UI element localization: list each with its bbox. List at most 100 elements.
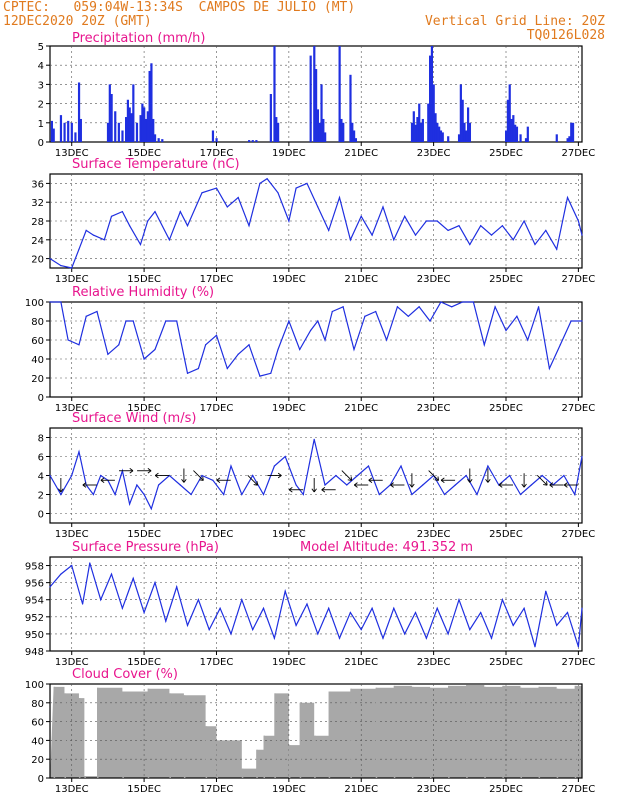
precip-bar [152, 118, 155, 142]
precip-bar [519, 134, 522, 142]
data-point [230, 633, 232, 635]
precip-bar [439, 130, 443, 142]
precip-bar [153, 134, 157, 142]
data-point [577, 646, 579, 648]
data-point [132, 577, 134, 579]
data-point [556, 624, 558, 626]
data-point [143, 611, 145, 614]
precip-bar [568, 136, 571, 142]
x-tick-label: 27DEC [562, 784, 596, 795]
data-point [346, 484, 348, 486]
data-point [393, 239, 395, 241]
cloud-bar [466, 684, 468, 778]
data-point [566, 611, 569, 614]
x-tick-label: 15DEC [127, 148, 161, 159]
data-point [215, 187, 218, 189]
data-point [447, 633, 449, 635]
x-tick-label: 15DEC [127, 784, 161, 795]
precip-bar [146, 111, 149, 142]
data-point [295, 624, 297, 626]
data-point [414, 611, 417, 614]
data-point [574, 493, 576, 496]
precip-bar [524, 138, 528, 142]
data-point [252, 629, 254, 631]
data-point [501, 225, 503, 227]
data-point [418, 306, 420, 308]
precip-bar [459, 84, 462, 142]
data-point [49, 586, 51, 588]
data-point [396, 306, 399, 308]
data-point [581, 455, 583, 458]
wind-arrow [536, 474, 548, 486]
data-point [114, 493, 116, 496]
wind-arrow-head [543, 481, 548, 486]
data-point [197, 599, 199, 601]
precip-bar [429, 55, 432, 142]
x-tick-label: 19DEC [272, 784, 306, 795]
panel-title: Precipitation (mm/h) [72, 31, 205, 46]
cloud-bar [216, 740, 218, 778]
data-point [411, 493, 413, 496]
wind-arrow-head [390, 482, 394, 488]
x-tick-label: 27DEC [562, 403, 596, 414]
data-point [429, 320, 431, 322]
x-tick-label: 13DEC [55, 529, 89, 540]
data-point [186, 225, 189, 227]
data-point [364, 315, 366, 317]
panel-title: Surface Temperature (nC) [72, 157, 240, 172]
y-tick-label: 0 [38, 774, 44, 785]
x-tick-label: 17DEC [200, 657, 234, 668]
x-tick-label: 21DEC [344, 529, 378, 540]
y-tick-label: 0 [38, 138, 44, 149]
data-point [143, 493, 145, 496]
data-point [132, 320, 134, 322]
precip-bar [324, 132, 327, 142]
data-point [273, 637, 275, 639]
data-point [179, 484, 181, 486]
cloud-bar [205, 726, 208, 778]
y-tick-label: 948 [25, 647, 44, 658]
precip-bar [248, 140, 251, 142]
x-tick-label: 23DEC [417, 148, 451, 159]
cloud-bar [448, 685, 450, 778]
wind-arrow-head [154, 472, 159, 479]
x-tick-label: 23DEC [417, 274, 451, 285]
wind-arrow-head [181, 478, 187, 483]
x-tick-label: 13DEC [55, 784, 89, 795]
data-point [129, 503, 131, 505]
data-point [147, 220, 149, 222]
data-point [338, 637, 341, 639]
data-point [215, 334, 218, 336]
panel-title: Cloud Cover (%) [72, 667, 178, 682]
data-point [534, 646, 536, 648]
wind-arrow-head [467, 478, 473, 483]
data-point [165, 320, 167, 322]
cloud-bar [84, 776, 86, 778]
data-point [469, 629, 471, 631]
data-point [501, 599, 503, 601]
data-point [324, 484, 326, 486]
data-point [570, 320, 572, 322]
cloud-bar [538, 686, 541, 778]
precip-bar [74, 132, 77, 142]
precip-bar [340, 118, 343, 142]
wind-arrow [341, 470, 353, 481]
data-point [566, 196, 569, 199]
precip-bar [322, 118, 325, 142]
data-point [400, 465, 402, 467]
data-point [252, 474, 254, 477]
data-point [277, 348, 279, 351]
precip-bar [418, 103, 421, 142]
precip-bar [70, 122, 73, 142]
precip-bar [514, 124, 517, 142]
data-point [306, 182, 308, 184]
cloud-bar [375, 687, 378, 778]
data-point [548, 367, 551, 370]
wind-arrow [193, 470, 204, 481]
panel-title: Surface Pressure (hPa) [72, 540, 219, 555]
data-point [541, 474, 543, 477]
data-point [179, 211, 181, 213]
y-tick-label: 40 [31, 736, 44, 747]
data-point [110, 573, 113, 575]
precip-bar [269, 94, 272, 142]
